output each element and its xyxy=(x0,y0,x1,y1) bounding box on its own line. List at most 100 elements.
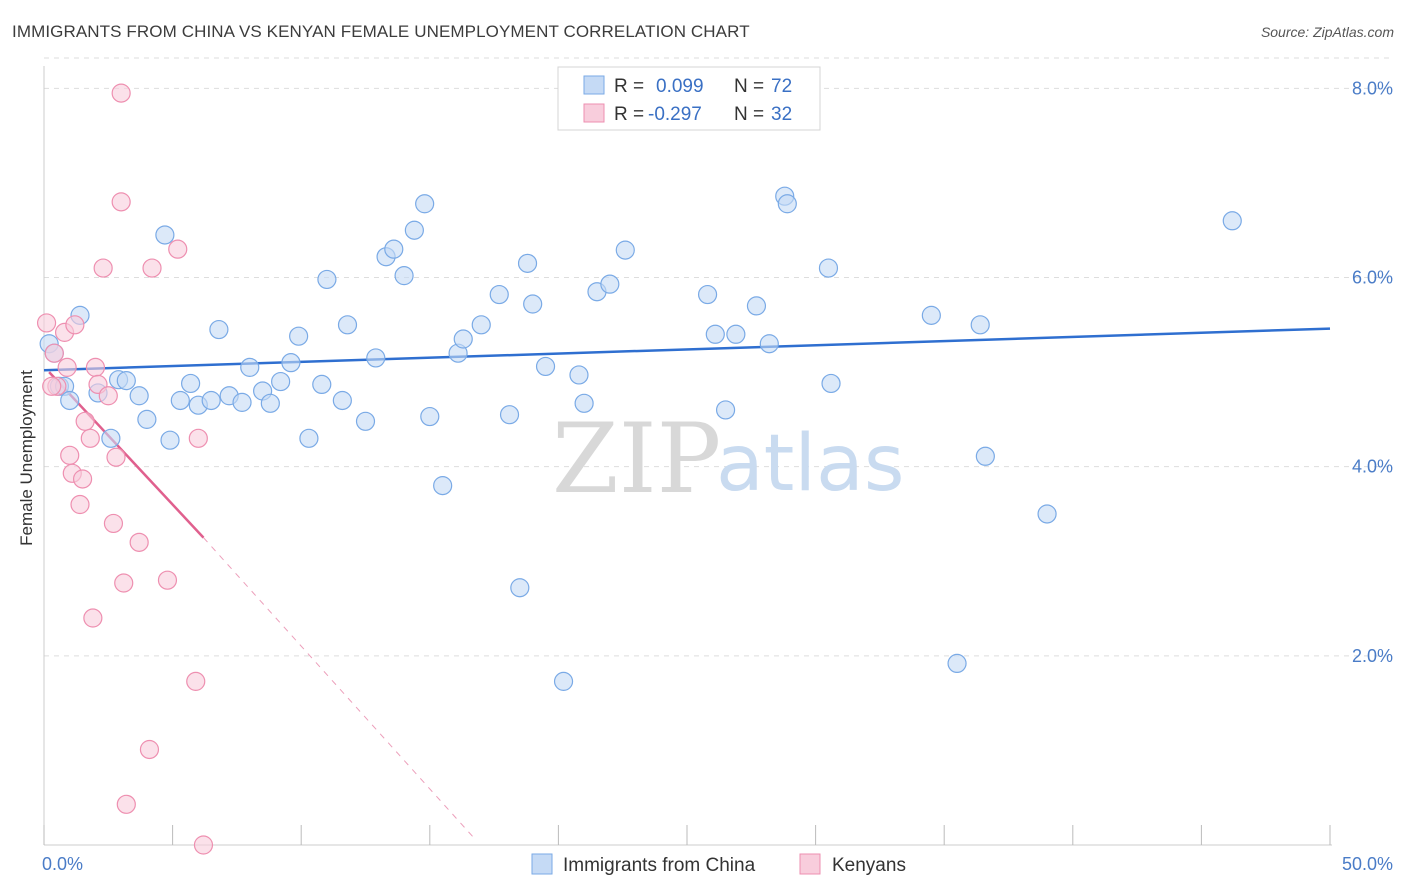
point-china xyxy=(726,324,746,344)
stats-legend: R = 0.099 N = 72 R = -0.297 N = 32 xyxy=(557,66,821,131)
point-kenyans xyxy=(157,570,178,590)
y-tick-label: 2.0% xyxy=(1352,646,1393,666)
point-kenyans xyxy=(114,573,134,593)
point-china xyxy=(240,357,260,377)
point-china xyxy=(1037,504,1057,524)
point-kenyans xyxy=(72,469,93,489)
point-china xyxy=(705,324,725,344)
point-kenyans xyxy=(186,671,206,691)
point-kenyans xyxy=(42,376,62,396)
point-china xyxy=(394,266,414,286)
x-tick-labels: 0.0% 50.0% xyxy=(42,854,1393,874)
legend-swatch-china xyxy=(531,853,553,875)
point-kenyans xyxy=(70,494,90,515)
chart-title: IMMIGRANTS FROM CHINA VS KENYAN FEMALE U… xyxy=(12,22,750,41)
legend-swatch-kenyans xyxy=(583,103,605,123)
point-kenyans xyxy=(44,343,64,363)
point-china xyxy=(209,319,229,340)
y-tick-label: 4.0% xyxy=(1352,457,1393,477)
point-china xyxy=(289,326,309,346)
point-china xyxy=(715,400,736,420)
point-china xyxy=(746,296,767,316)
grid-lines xyxy=(44,57,1392,657)
point-china xyxy=(975,446,995,466)
point-china xyxy=(332,390,352,411)
y-axis-title: Female Unemployment xyxy=(17,370,36,546)
data-points xyxy=(36,83,1242,855)
watermark-zip: ZIP xyxy=(552,403,721,515)
point-china xyxy=(499,405,520,425)
point-china xyxy=(600,274,620,294)
point-china xyxy=(420,406,440,427)
point-kenyans xyxy=(129,532,149,552)
point-china xyxy=(160,430,180,450)
point-kenyans xyxy=(142,258,162,278)
series-legend: Immigrants from China Kenyans xyxy=(531,853,906,876)
x-tick-label: 0.0% xyxy=(42,854,83,874)
point-china xyxy=(116,371,136,391)
point-kenyans xyxy=(65,315,85,335)
point-china xyxy=(433,476,453,496)
point-china xyxy=(366,348,386,368)
point-china xyxy=(355,411,376,431)
point-china xyxy=(510,578,530,598)
y-tick-label: 8.0% xyxy=(1352,78,1393,98)
point-kenyans xyxy=(85,357,106,377)
legend-r-label: R = xyxy=(614,76,644,97)
point-china xyxy=(129,386,149,406)
legend-series-kenyans: Kenyans xyxy=(832,855,906,876)
point-kenyans xyxy=(168,239,188,259)
point-china xyxy=(137,409,157,429)
point-china xyxy=(818,258,839,278)
point-china xyxy=(489,284,509,305)
point-kenyans xyxy=(93,258,113,278)
point-china xyxy=(299,428,319,448)
point-china xyxy=(471,315,491,335)
point-china xyxy=(523,294,543,314)
point-china xyxy=(384,239,404,259)
point-kenyans xyxy=(106,447,126,467)
legend-r-label: R = xyxy=(614,104,644,125)
point-china xyxy=(404,220,424,240)
legend-n-value: 32 xyxy=(771,104,792,125)
watermark: ZIP atlas xyxy=(552,403,905,515)
point-kenyans xyxy=(111,83,131,103)
legend-n-value: 72 xyxy=(771,76,792,97)
point-china xyxy=(970,315,990,335)
point-china xyxy=(281,353,301,373)
point-china xyxy=(415,194,435,214)
point-china xyxy=(271,371,291,392)
axes xyxy=(43,66,1332,846)
watermark-atlas: atlas xyxy=(716,419,905,509)
point-china xyxy=(517,253,538,273)
legend-r-value: 0.099 xyxy=(656,76,704,97)
legend-swatch-china xyxy=(583,75,605,95)
point-china xyxy=(553,671,574,691)
point-china xyxy=(260,393,280,413)
source-label: Source: ZipAtlas.com xyxy=(1260,24,1394,40)
legend-r-value: -0.297 xyxy=(648,104,702,125)
legend-series-china: Immigrants from China xyxy=(563,855,756,876)
legend-swatch-kenyans xyxy=(799,853,821,875)
point-china xyxy=(759,334,779,354)
point-kenyans xyxy=(60,445,80,465)
point-kenyans xyxy=(83,608,103,628)
point-kenyans xyxy=(57,357,77,377)
point-china xyxy=(337,315,358,335)
legend-n-label: N = xyxy=(734,104,764,125)
point-china xyxy=(60,390,80,411)
trend-line-kenyans-extension xyxy=(203,537,474,838)
point-china xyxy=(947,653,967,674)
point-kenyans xyxy=(193,835,214,855)
point-china xyxy=(317,269,337,290)
point-kenyans xyxy=(116,794,136,814)
x-tick-label: 50.0% xyxy=(1342,854,1393,874)
legend-n-label: N = xyxy=(734,76,764,97)
y-tick-labels: 2.0% 4.0% 6.0% 8.0% xyxy=(1352,78,1393,665)
point-china xyxy=(821,373,841,394)
point-kenyans xyxy=(139,739,160,760)
point-china xyxy=(569,365,589,385)
trend-line-china xyxy=(43,327,1331,372)
point-kenyans xyxy=(80,428,100,448)
